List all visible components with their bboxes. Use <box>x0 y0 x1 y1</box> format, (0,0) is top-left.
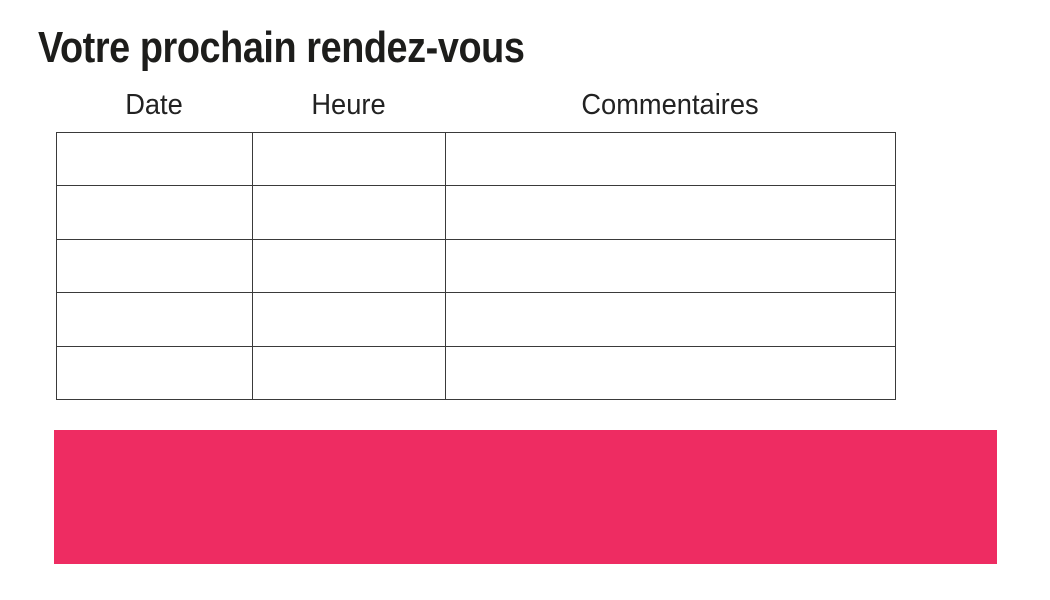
table-cell-date <box>56 292 253 347</box>
accent-banner <box>54 430 997 564</box>
table-cell-heure <box>252 238 446 294</box>
table-row <box>56 345 896 400</box>
table-cell-date <box>56 238 253 294</box>
table-cell-commentaires <box>445 185 896 240</box>
table-cell-heure <box>252 292 446 347</box>
column-header-commentaires: Commentaires <box>581 89 759 121</box>
table-cell-commentaires <box>445 345 896 400</box>
table-cell-commentaires <box>445 292 896 347</box>
table-cell-commentaires <box>445 238 896 294</box>
page-title: Votre prochain rendez-vous <box>38 23 525 72</box>
table-row <box>56 185 896 240</box>
table-cell-date <box>56 185 253 240</box>
table-cell-date <box>56 345 253 400</box>
table-grid <box>56 131 896 400</box>
table-row <box>56 238 896 294</box>
table-row <box>56 131 896 187</box>
table-row <box>56 292 896 347</box>
table-cell-heure <box>252 345 446 400</box>
table-cell-heure <box>252 185 446 240</box>
table-cell-date <box>56 131 253 187</box>
appointments-table: Date Heure Commentaires <box>56 91 896 400</box>
table-cell-heure <box>252 131 446 187</box>
table-header-row: Date Heure Commentaires <box>56 91 895 132</box>
table-cell-commentaires <box>445 131 896 187</box>
column-header-date: Date <box>125 89 183 121</box>
column-header-heure: Heure <box>311 89 386 121</box>
